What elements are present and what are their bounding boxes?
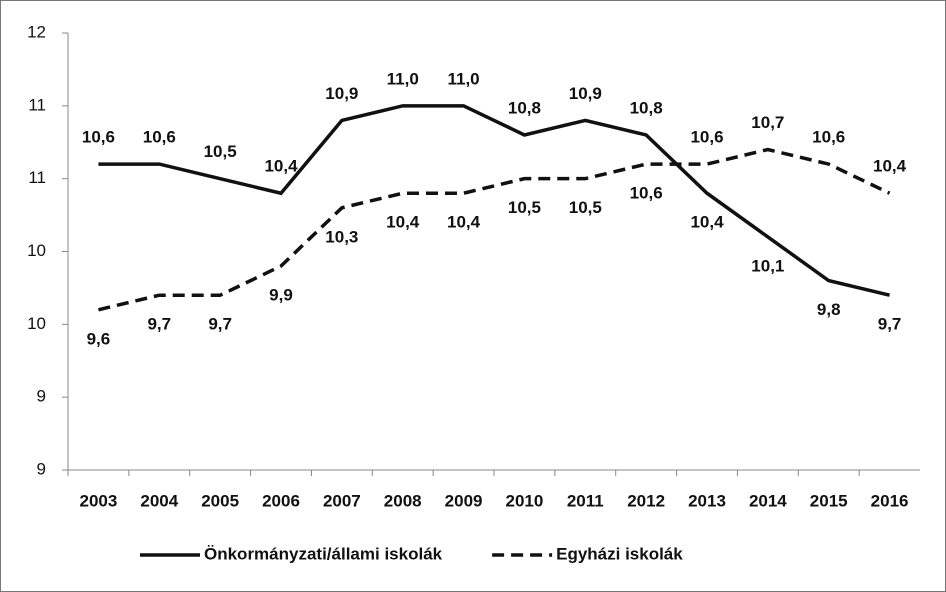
data-label: 10,6	[143, 128, 176, 147]
data-label: 9,7	[878, 315, 902, 334]
series-line	[98, 104, 890, 297]
data-label: 10,6	[82, 128, 115, 147]
data-label: 9,7	[208, 315, 232, 334]
data-label: 10,1	[751, 256, 784, 275]
y-tick-label: 11	[28, 168, 46, 187]
data-label: 10,6	[690, 128, 723, 147]
data-label: 10,6	[812, 128, 845, 147]
data-label: 10,4	[386, 213, 420, 232]
data-label: 10,4	[447, 213, 481, 232]
y-tick-label: 12	[27, 22, 46, 41]
x-tick-label: 2011	[567, 491, 604, 510]
x-tick-label: 2006	[262, 491, 300, 510]
y-tick-label: 11	[28, 95, 46, 114]
data-label: 11,0	[447, 69, 479, 88]
x-tick-label: 2003	[80, 491, 118, 510]
x-tick-label: 2009	[445, 491, 483, 510]
data-label: 10,6	[630, 184, 663, 203]
data-label: 10,5	[569, 198, 602, 217]
data-label: 10,4	[873, 157, 907, 176]
data-label: 10,8	[630, 98, 663, 117]
data-label: 10,5	[204, 142, 237, 161]
data-label: 10,3	[325, 227, 358, 246]
data-label: 10,9	[325, 84, 358, 103]
series-line	[98, 147, 891, 312]
data-label: 9,7	[147, 315, 171, 334]
data-label: 9,6	[87, 329, 111, 348]
x-tick-label: 2005	[201, 491, 239, 510]
y-tick-label: 10	[27, 241, 46, 260]
data-label: 9,9	[269, 286, 293, 305]
data-label: 10,4	[690, 213, 724, 232]
x-tick-label: 2015	[810, 491, 848, 510]
data-label: 10,4	[264, 157, 298, 176]
data-label: 10,5	[508, 198, 541, 217]
legend-label: Egyházi iskolák	[556, 544, 683, 563]
x-tick-label: 2014	[749, 491, 787, 510]
x-tick-label: 2016	[871, 491, 909, 510]
data-label: 10,7	[751, 113, 784, 132]
data-label: 10,8	[508, 98, 541, 117]
x-tick-label: 2010	[506, 491, 544, 510]
x-tick-label: 2007	[323, 491, 361, 510]
x-tick-label: 2012	[627, 491, 665, 510]
x-tick-label: 2008	[384, 491, 422, 510]
x-tick-label: 2004	[140, 491, 178, 510]
y-tick-label: 9	[37, 387, 46, 406]
y-tick-label: 9	[37, 459, 46, 478]
data-label: 9,8	[817, 300, 841, 319]
data-label: 11,0	[387, 69, 419, 88]
y-tick-label: 10	[27, 314, 46, 333]
x-tick-label: 2013	[688, 491, 726, 510]
legend-label: Önkormányzati/állami iskolák	[204, 544, 443, 563]
data-label: 10,9	[569, 84, 602, 103]
